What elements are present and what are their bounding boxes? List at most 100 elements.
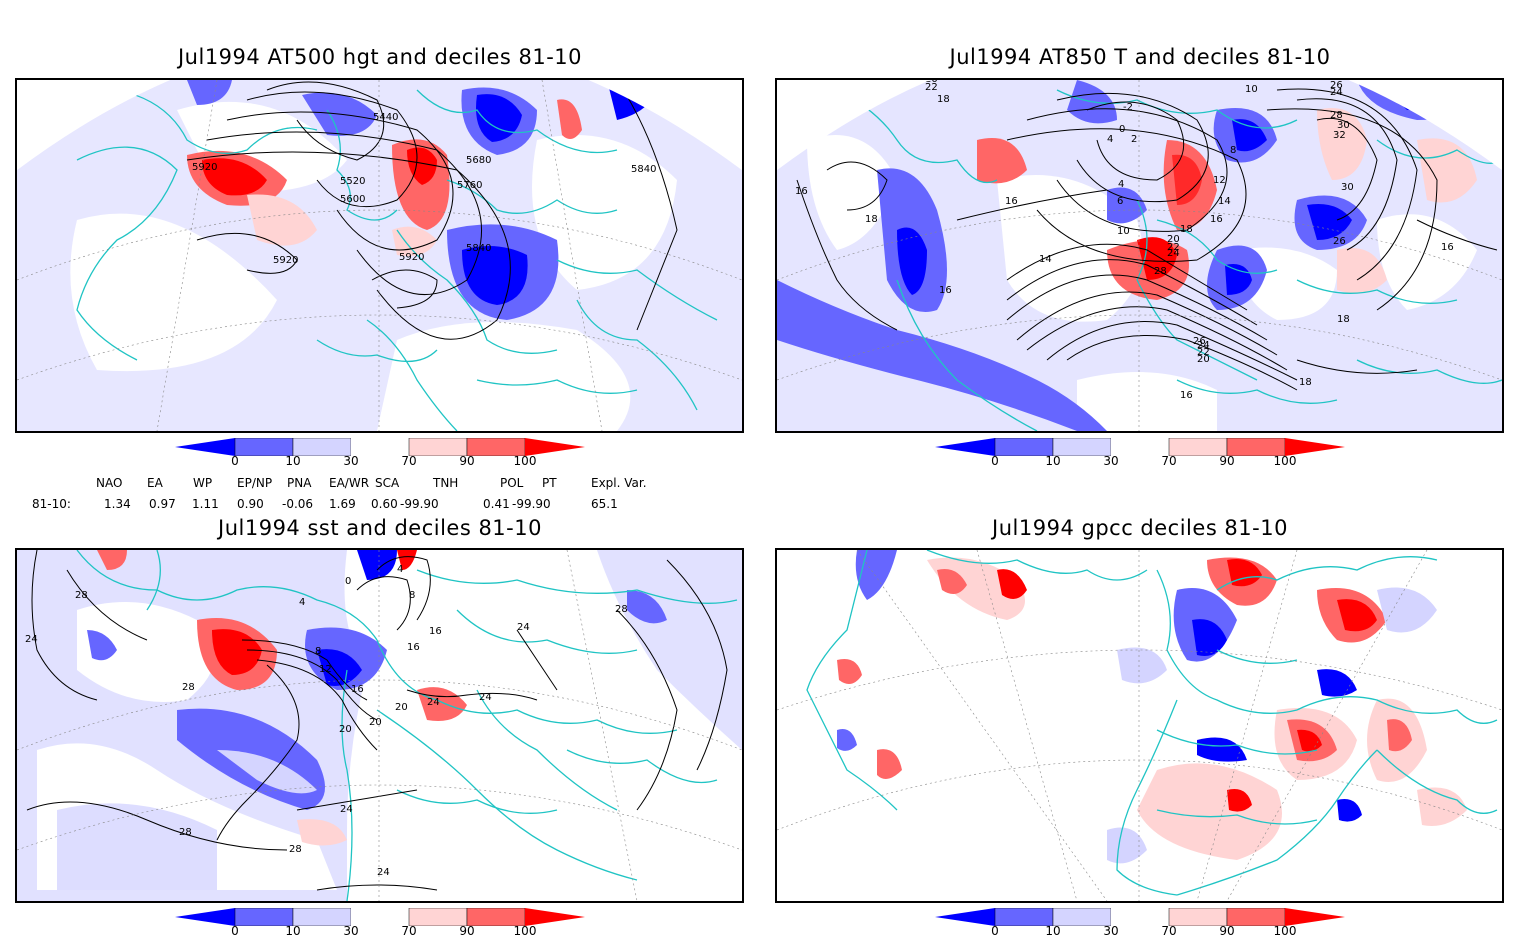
- colorbar-tick: 10: [1045, 454, 1061, 468]
- contour-label: 28: [75, 590, 88, 601]
- contour-label: 16: [407, 642, 420, 653]
- colorbar-tick: 10: [285, 924, 301, 938]
- colorbar-at500: 0 10 30 70 90 100: [175, 437, 585, 478]
- colorbar-tick: 30: [1103, 924, 1119, 938]
- colorbar-tick: 70: [401, 454, 417, 468]
- contour-label: 5440: [373, 112, 398, 123]
- colorbar-tick: 90: [459, 454, 475, 468]
- coastlines: [76, 550, 738, 901]
- contour-label: 10: [1117, 226, 1130, 237]
- colorbar-tick: 100: [513, 454, 537, 468]
- colorbar-tick: 90: [1219, 924, 1235, 938]
- colorbar-tick: 90: [1219, 454, 1235, 468]
- contour-label: 20: [369, 717, 382, 728]
- contour-label: 32: [1333, 130, 1346, 141]
- contour-label: 20: [925, 80, 938, 85]
- contour-label: 8: [409, 590, 415, 601]
- contour-label: 8: [1230, 145, 1236, 156]
- index-value: 0.41: [483, 497, 510, 511]
- contour-label: 24: [1197, 340, 1210, 351]
- contour-label: 24: [517, 622, 530, 633]
- contour-label: 4: [1118, 179, 1124, 190]
- colorbar-tick: 10: [1045, 924, 1061, 938]
- coastlines: [806, 550, 1498, 896]
- contour-label: 24: [25, 634, 38, 645]
- contour-labels: 20 22 18 10 -2 0 2 4 8 12 14 16 18 19 20…: [795, 80, 1454, 401]
- colorbar-swatches: [935, 907, 1345, 927]
- map-at500-canvas: 5440 5600 5520 5600 5680 5760 5840 5920 …: [17, 80, 742, 431]
- graticule: [777, 550, 1502, 901]
- colorbar-tick: 0: [231, 924, 239, 938]
- index-header: EA: [147, 476, 163, 490]
- contour-label: 16: [1441, 242, 1454, 253]
- contour-label: 18: [937, 94, 950, 105]
- index-header: Expl. Var.: [591, 476, 647, 490]
- panel-title-at500: Jul1994 AT500 hgt and deciles 81-10: [177, 45, 583, 69]
- map-gpcc: [775, 548, 1504, 903]
- contour-label: -2: [1123, 102, 1133, 113]
- index-header: NAO: [96, 476, 123, 490]
- index-value: 1.69: [329, 497, 356, 511]
- index-value: 0.97: [149, 497, 176, 511]
- contour-label: 20: [1167, 234, 1180, 245]
- colorbar-gpcc: 0 10 30 70 90 100: [935, 907, 1345, 948]
- contour-label: 12: [1213, 175, 1226, 186]
- colorbar-tick: 70: [1161, 454, 1177, 468]
- contour-label: 28: [615, 604, 628, 615]
- contour-label: 0: [345, 576, 351, 587]
- index-value: 65.1: [591, 497, 618, 511]
- contour-label: 18: [1337, 314, 1350, 325]
- contour-label: 22: [1197, 347, 1210, 358]
- contour-label: 20: [395, 702, 408, 713]
- contour-label: 24: [377, 867, 390, 878]
- indices-header-row: NAO EA WP EP/NP PNA EA/WR SCA TNH POL PT…: [0, 476, 700, 492]
- colorbar-tick: 0: [991, 454, 999, 468]
- index-value: -99.90: [400, 497, 439, 511]
- colorbar-tick: 0: [991, 924, 999, 938]
- colorbar-tick: 0: [231, 454, 239, 468]
- index-header: PNA: [287, 476, 312, 490]
- colorbar-at850: 0 10 30 70 90 100: [935, 437, 1345, 478]
- index-header: EA/WR: [329, 476, 370, 490]
- contour-label: 14: [1039, 254, 1052, 265]
- contour-label: 28: [179, 827, 192, 838]
- contour-label: 26: [1333, 236, 1346, 247]
- coastlines: [76, 89, 718, 431]
- index-header: WP: [193, 476, 213, 490]
- panel-title-at850: Jul1994 AT850 T and deciles 81-10: [949, 45, 1331, 69]
- contour-label: 8: [315, 646, 321, 657]
- contour-label: 22: [925, 82, 938, 93]
- colorbar-tick: 30: [343, 924, 359, 938]
- map-gpcc-canvas: [777, 550, 1502, 901]
- graticule: [17, 80, 742, 431]
- contour-label: 16: [1180, 390, 1193, 401]
- index-header: TNH: [433, 476, 459, 490]
- contour-label: 5920: [399, 252, 424, 263]
- panel-title-gpcc: Jul1994 gpcc deciles 81-10: [992, 516, 1288, 540]
- index-value: -0.06: [282, 497, 314, 511]
- index-header: PT: [542, 476, 557, 490]
- contour-label: 16: [351, 684, 364, 695]
- contour-label: 22: [1167, 242, 1180, 253]
- contour-label: 28: [1154, 266, 1167, 277]
- panel-title-sst: Jul1994 sst and deciles 81-10: [218, 516, 542, 540]
- contour-label: 5760: [457, 180, 482, 191]
- contour-label: 16: [795, 186, 808, 197]
- index-value: 1.11: [192, 497, 219, 511]
- map-sst-canvas: 28 24 28 8 12 16 20 28 24 20 24 24 28 28…: [17, 550, 742, 901]
- colorbar-swatches: [935, 437, 1345, 457]
- colorbar-tick: 100: [1273, 454, 1297, 468]
- contour-label: 16: [429, 626, 442, 637]
- contour-label: 5600: [340, 194, 365, 205]
- colorbar-swatches: [175, 907, 585, 927]
- contour-label: 16: [1210, 214, 1223, 225]
- contour-label: 28: [1330, 110, 1343, 121]
- contour-label: 4: [397, 564, 403, 575]
- map-at500-hgt: 5440 5600 5520 5600 5680 5760 5840 5920 …: [15, 78, 744, 433]
- contour-label: 26: [1193, 336, 1206, 347]
- contour-label: 10: [1245, 84, 1258, 95]
- contour-label: 12: [319, 664, 332, 675]
- contour-label: 24: [479, 692, 492, 703]
- contour-label: 24: [427, 697, 440, 708]
- colorbar-tick: 70: [1161, 924, 1177, 938]
